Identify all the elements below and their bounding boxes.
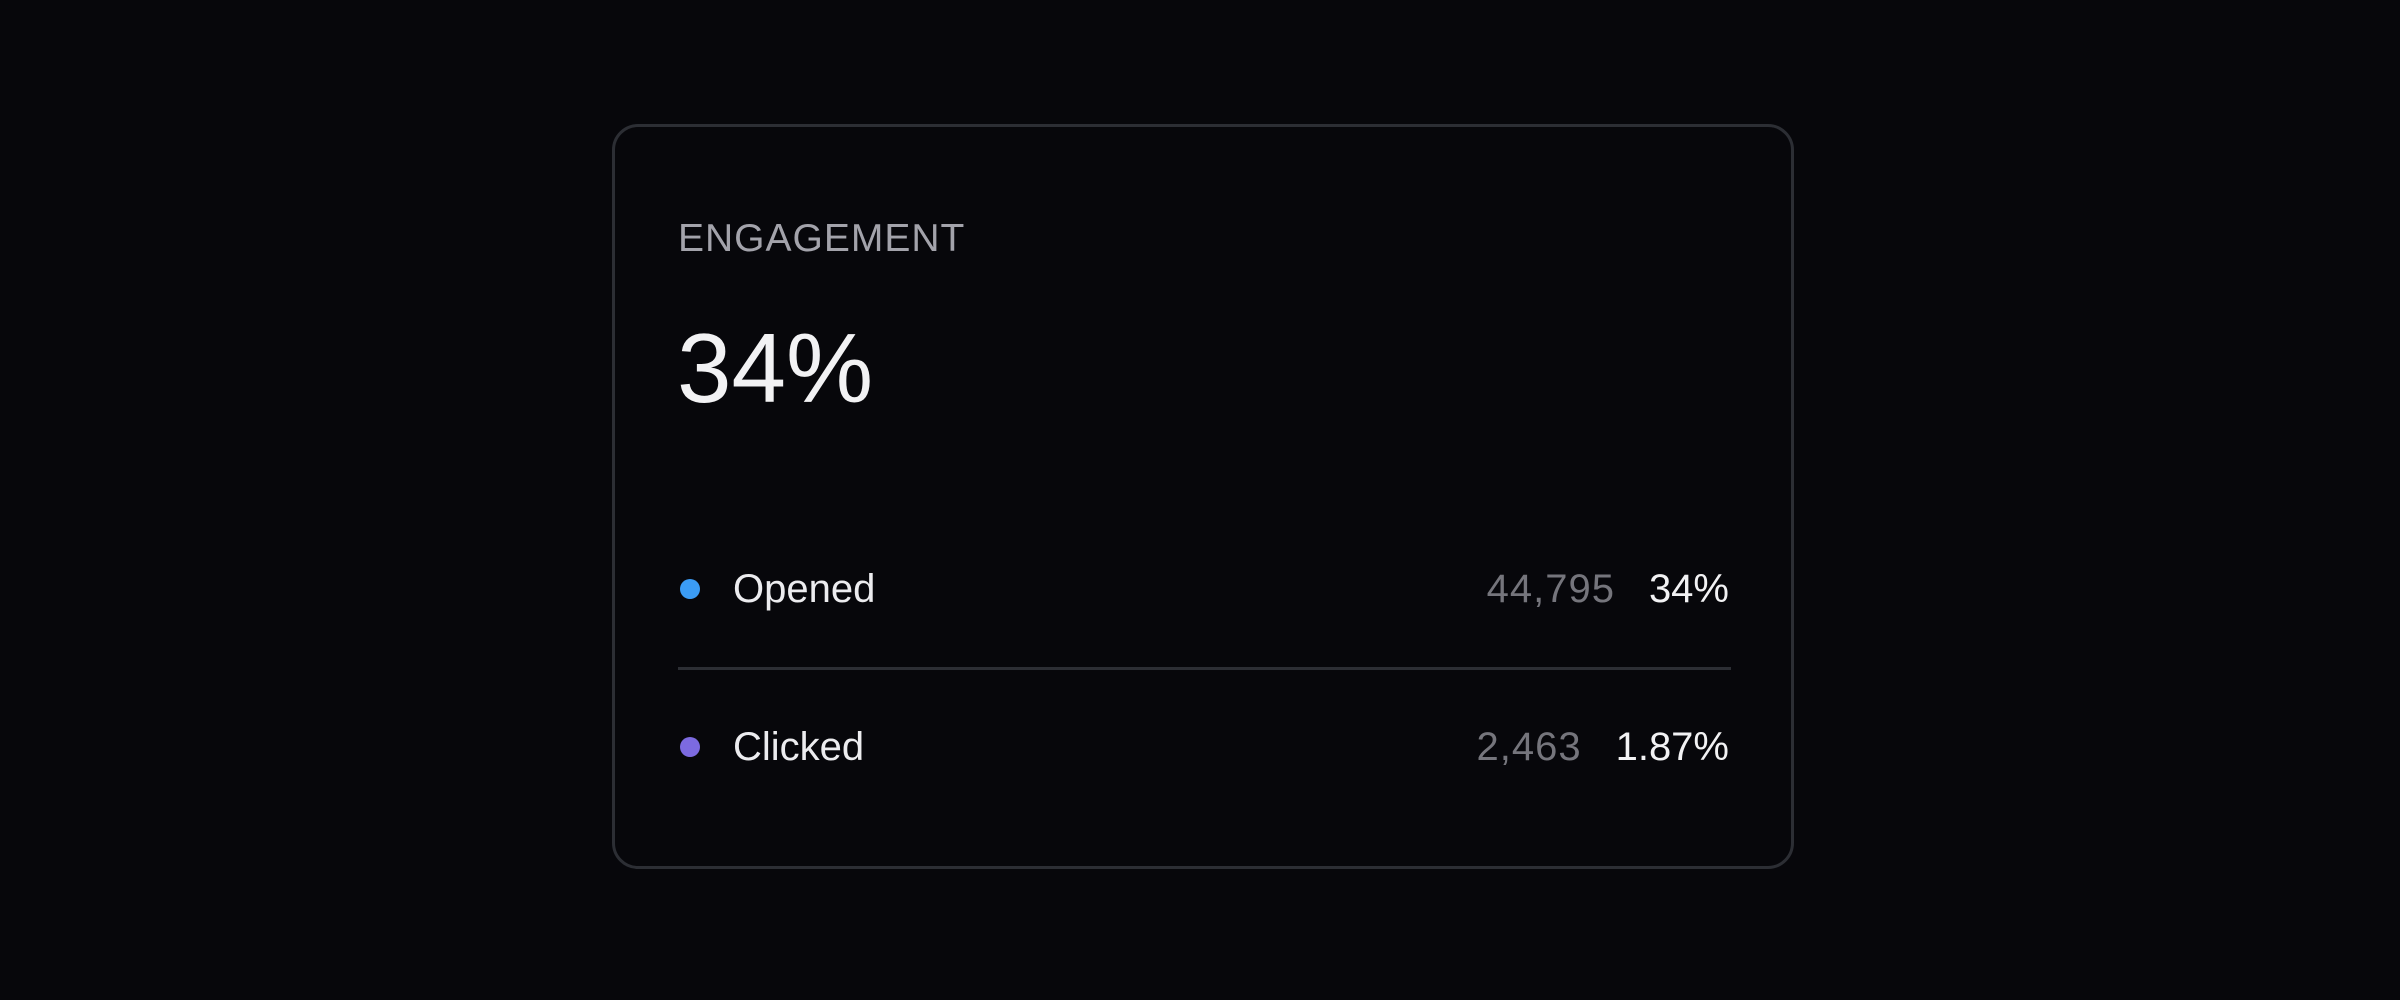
row-count: 44,795: [1486, 566, 1615, 611]
row-percent: 34%: [1648, 566, 1729, 611]
list-item-opened: Opened 44,795 34%: [680, 559, 1729, 619]
row-label: Clicked: [733, 724, 865, 769]
list-item-clicked: Clicked 2,463 1.87%: [680, 717, 1729, 777]
divider: [678, 667, 1731, 670]
blue-dot-icon: [680, 579, 700, 599]
engagement-card: ENGAGEMENT 34% Opened 44,795 34% Clicked…: [612, 124, 1794, 869]
row-percent: 1.87%: [1615, 724, 1729, 769]
engagement-value: 34%: [677, 313, 874, 423]
card-title: ENGAGEMENT: [678, 217, 966, 260]
row-label: Opened: [733, 566, 876, 611]
purple-dot-icon: [680, 737, 700, 757]
row-count: 2,463: [1476, 724, 1582, 769]
